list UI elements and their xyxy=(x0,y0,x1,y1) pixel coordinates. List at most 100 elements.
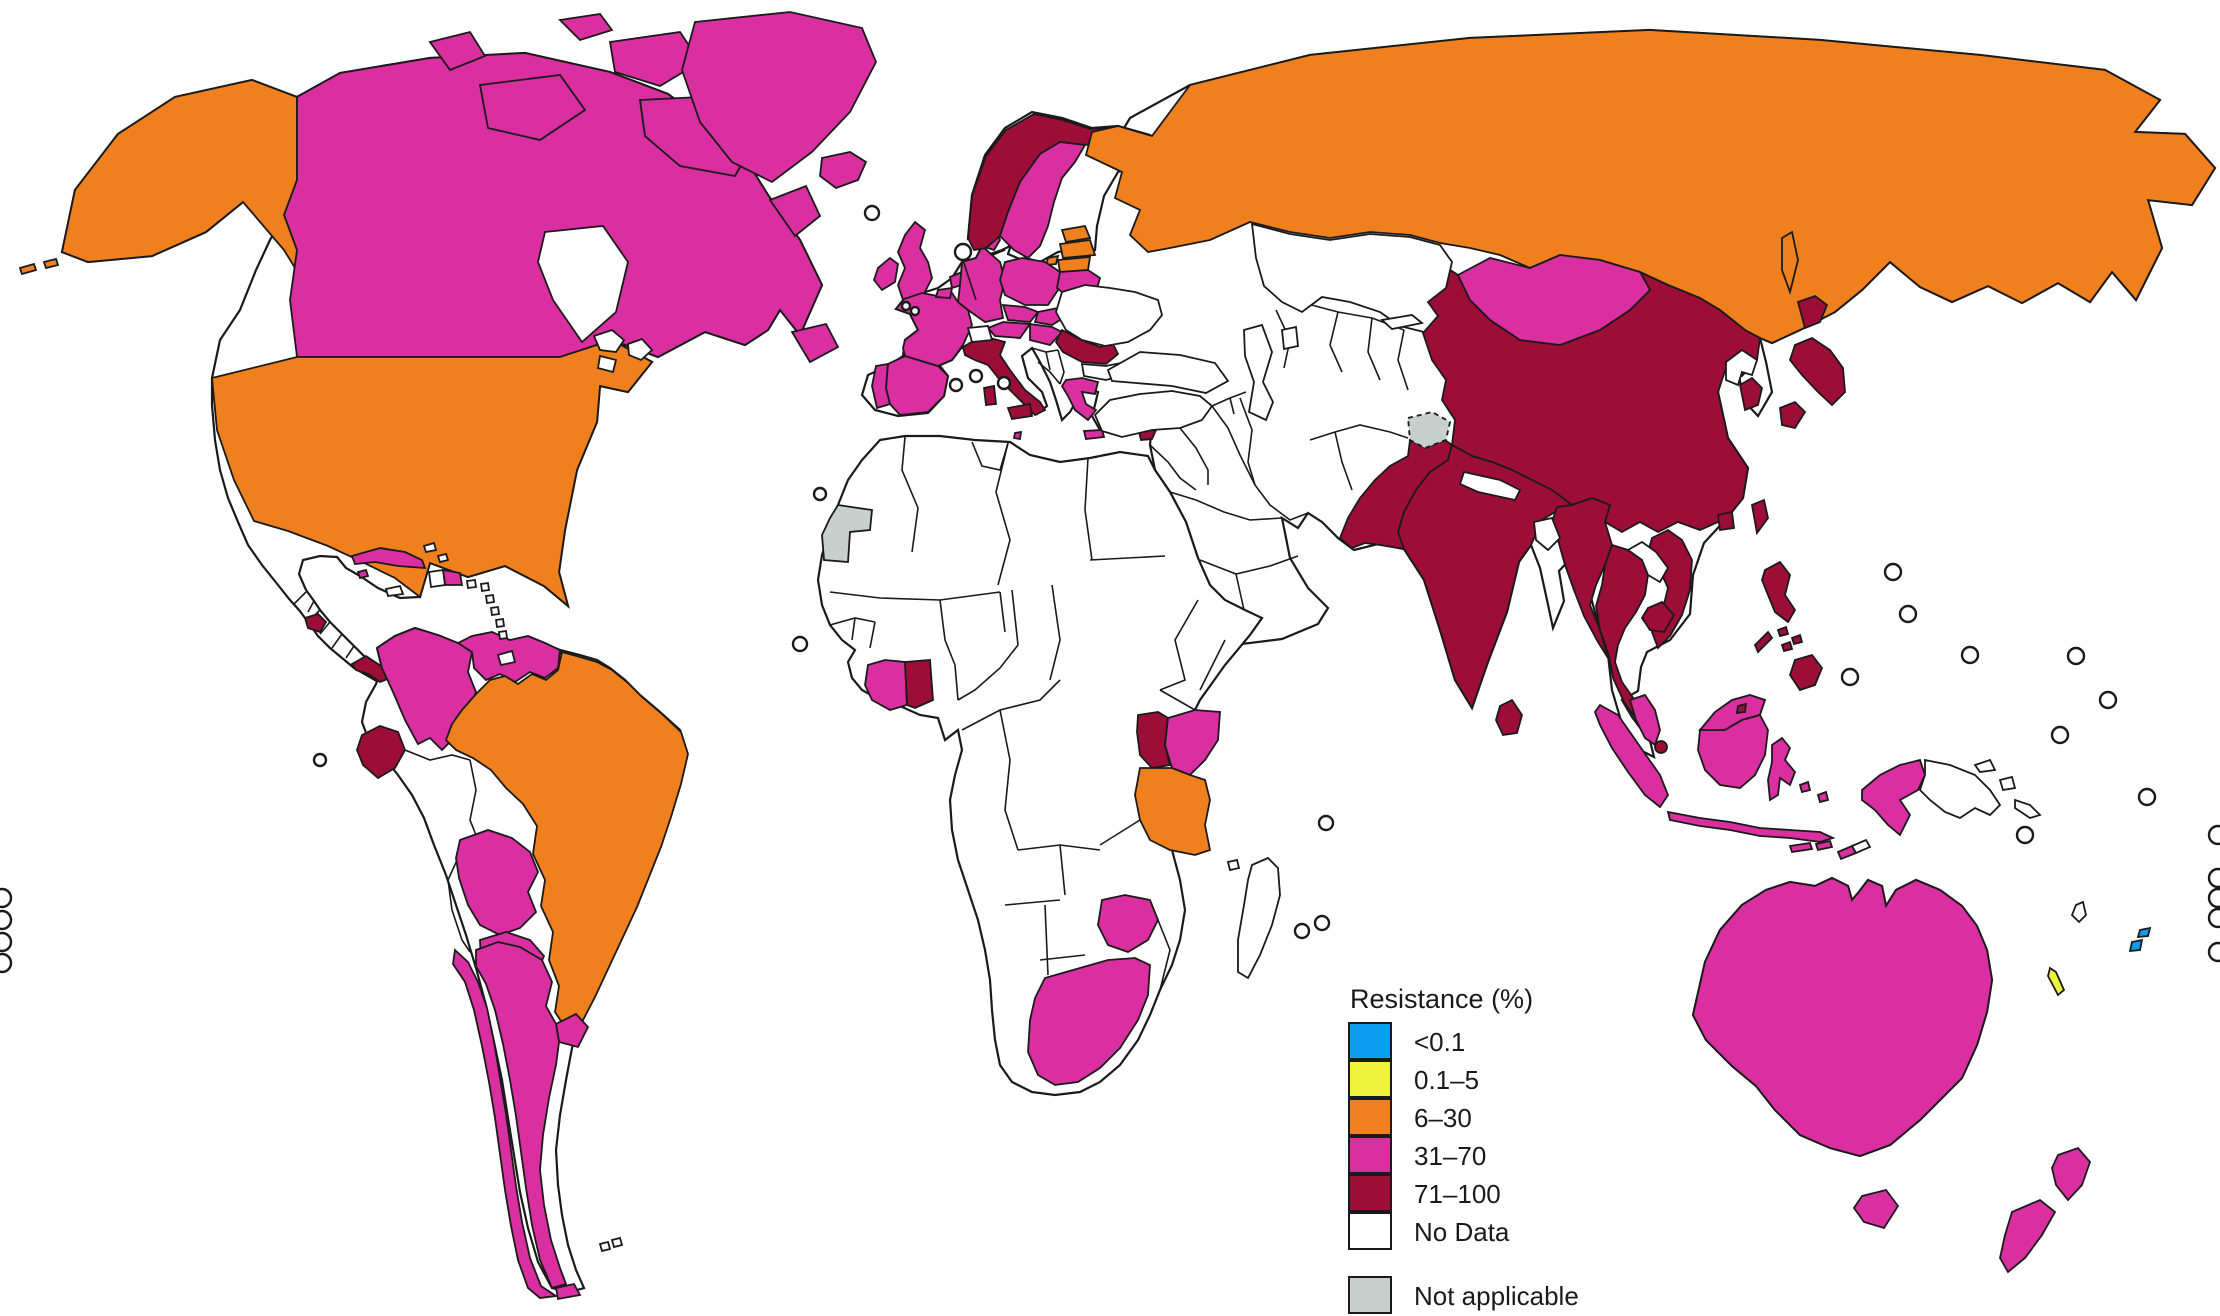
island-marker xyxy=(0,931,13,953)
country-italy xyxy=(1006,402,1034,420)
country-sri-lanka xyxy=(1495,698,1523,736)
island-marker xyxy=(2050,725,2070,745)
legend-title: Resistance (%) xyxy=(1350,984,1534,1014)
island-marker xyxy=(2207,907,2220,929)
country-philippines xyxy=(1780,640,1794,653)
island-marker xyxy=(2066,646,2086,666)
map-detail xyxy=(1249,517,1283,521)
legend-item: 6–30 xyxy=(1348,1098,1768,1137)
map-detail xyxy=(1397,329,1409,391)
country-china xyxy=(1716,510,1736,532)
hudson-bay xyxy=(537,225,629,344)
country-bangladesh xyxy=(1533,516,1562,552)
country-canada xyxy=(768,184,822,238)
country-indonesia xyxy=(1666,810,1836,843)
country-papua-new-guinea xyxy=(1918,758,2002,820)
country-philippines xyxy=(1761,560,1797,624)
legend-swatch xyxy=(1348,1136,1392,1174)
country-solomon-islands xyxy=(1998,775,2017,792)
country-japan xyxy=(1788,336,1846,407)
country-lesser-antilles xyxy=(497,629,509,641)
map-detail xyxy=(1084,457,1093,561)
caspian-sea xyxy=(1243,323,1274,422)
map-detail xyxy=(1011,589,1019,646)
country-new-caledonia xyxy=(2047,966,2066,997)
great-lake-2 xyxy=(627,337,654,362)
island-marker xyxy=(2137,787,2157,807)
legend-item: <0.1 xyxy=(1348,1022,1768,1061)
country-russia xyxy=(1781,230,1799,296)
country-new-zealand xyxy=(1999,1198,2057,1274)
country-czechia xyxy=(1001,303,1040,323)
country-fiji xyxy=(2128,938,2144,953)
no-data-countries xyxy=(384,222,2087,1253)
country-timor-leste xyxy=(1850,838,1872,855)
island-marker xyxy=(0,887,13,909)
country-trinidad-and-tobago xyxy=(496,649,517,667)
country-sweden xyxy=(998,141,1087,260)
map-detail xyxy=(869,621,876,649)
map-detail xyxy=(1179,427,1209,485)
map-detail xyxy=(307,600,315,613)
country-malaysia xyxy=(1628,693,1661,747)
country-tanzania xyxy=(1134,767,1212,856)
country-kenya xyxy=(1164,709,1221,777)
country-philippines xyxy=(1790,633,1804,646)
country-falkland-islands xyxy=(598,1240,612,1253)
map-detail xyxy=(957,644,1019,701)
country-greece xyxy=(1082,429,1106,440)
country-philippines xyxy=(1753,630,1774,654)
map-detail xyxy=(961,679,1061,731)
island-marker xyxy=(1898,604,1918,624)
country-argentina xyxy=(475,941,568,1290)
island-marker xyxy=(900,300,912,312)
map-detail xyxy=(1334,431,1353,491)
legend-item: 71–100 xyxy=(1348,1174,1768,1213)
country-kazakhstan xyxy=(1250,222,1453,334)
country-italy xyxy=(983,384,997,406)
country-uganda xyxy=(1136,711,1172,769)
map-detail xyxy=(901,436,919,553)
map-detail xyxy=(999,591,1006,633)
legend-label: <0.1 xyxy=(1414,1026,1466,1057)
country-australia xyxy=(1852,1188,1900,1230)
country-canada xyxy=(558,13,614,42)
country-poland xyxy=(999,257,1061,306)
map-detail xyxy=(995,442,1011,586)
country-brunei xyxy=(1735,702,1748,715)
country-indonesia xyxy=(1861,758,1926,837)
island-marker xyxy=(1313,914,1331,932)
country-indonesia xyxy=(1814,839,1834,852)
map-detail xyxy=(1004,899,1061,906)
island-marker xyxy=(2207,887,2220,909)
country-canada xyxy=(790,322,840,364)
country-papua-new-guinea xyxy=(1973,758,1997,773)
country-el-salvador xyxy=(303,612,328,634)
country-lesser-antilles xyxy=(479,581,491,593)
country-kashmir xyxy=(1407,411,1452,449)
country-solomon-islands xyxy=(2014,798,2042,819)
country-malta xyxy=(1012,430,1023,441)
map-detail xyxy=(1239,397,1256,486)
map-detail xyxy=(939,599,946,641)
island-marker xyxy=(1317,814,1335,832)
country-jamaica xyxy=(384,584,405,597)
map-detail xyxy=(319,621,331,635)
country-new-zealand xyxy=(2051,1146,2092,1202)
country-greenland xyxy=(681,11,877,184)
island-marker xyxy=(948,377,964,393)
map-detail xyxy=(1159,599,1199,691)
country-mongolia xyxy=(1456,254,1652,346)
legend-swatch xyxy=(1348,1060,1392,1098)
map-detail xyxy=(971,441,1009,471)
country-ecuador xyxy=(356,725,406,780)
country-singapore xyxy=(1654,740,1668,754)
map-detail xyxy=(331,633,343,649)
country-united-states xyxy=(18,262,38,276)
country-nepal xyxy=(1458,470,1522,502)
country-comoros xyxy=(1226,858,1241,872)
map-detail xyxy=(1044,904,1049,976)
country-greece xyxy=(1060,377,1100,422)
